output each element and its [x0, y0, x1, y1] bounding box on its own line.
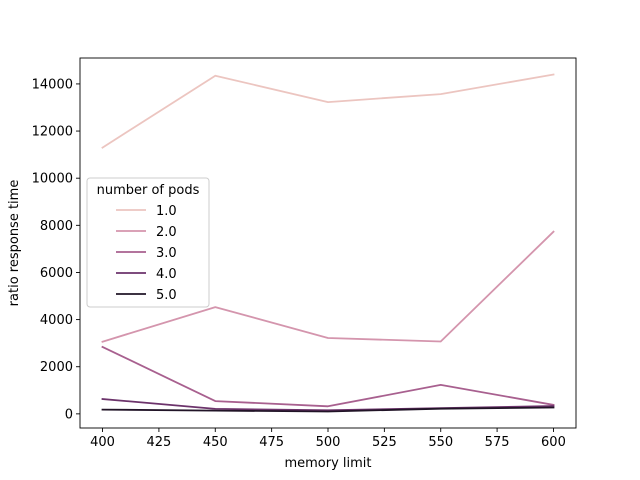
y-tick-label: 14000: [32, 77, 73, 92]
x-tick-label: 400: [90, 435, 115, 450]
legend-label-1.0: 1.0: [156, 204, 177, 219]
x-tick-label: 475: [259, 435, 284, 450]
legend-label-2.0: 2.0: [156, 225, 177, 240]
legend-label-3.0: 3.0: [156, 246, 177, 261]
x-tick-label: 600: [541, 435, 566, 450]
series-layer: [101, 73, 555, 413]
series-line-5.0: [101, 406, 555, 413]
y-tick-label: 8000: [40, 219, 73, 234]
y-axis: 0 2000 4000 6000 8000 10000 12000 14000: [32, 77, 80, 422]
y-tick-label: 2000: [40, 360, 73, 375]
x-tick-label: 550: [428, 435, 453, 450]
x-tick-label: 575: [485, 435, 510, 450]
x-tick-label: 425: [146, 435, 171, 450]
x-tick-label: 450: [203, 435, 228, 450]
y-tick-label: 6000: [40, 266, 73, 281]
y-tick-label: 10000: [32, 172, 73, 187]
y-axis-label: ratio response time: [7, 180, 22, 307]
series-line-2.0: [101, 230, 555, 343]
x-tick-label: 500: [316, 435, 341, 450]
y-tick-label: 4000: [40, 313, 73, 328]
y-tick-label: 0: [65, 407, 73, 422]
series-line-3.0: [101, 345, 555, 408]
y-tick-label: 12000: [32, 125, 73, 140]
x-axis: 400 425 450 475 500 525 550 575 600: [90, 428, 566, 450]
x-tick-label: 525: [372, 435, 397, 450]
legend-items: 1.0 2.0 3.0 4.0 5.0: [116, 204, 177, 303]
legend-label-5.0: 5.0: [156, 288, 177, 303]
legend: number of pods 1.0 2.0 3.0 4.0 5.0: [86, 177, 210, 308]
x-axis-label: memory limit: [284, 456, 371, 471]
legend-title: number of pods: [97, 183, 200, 198]
series-line-1.0: [101, 73, 555, 149]
legend-label-4.0: 4.0: [156, 267, 177, 282]
